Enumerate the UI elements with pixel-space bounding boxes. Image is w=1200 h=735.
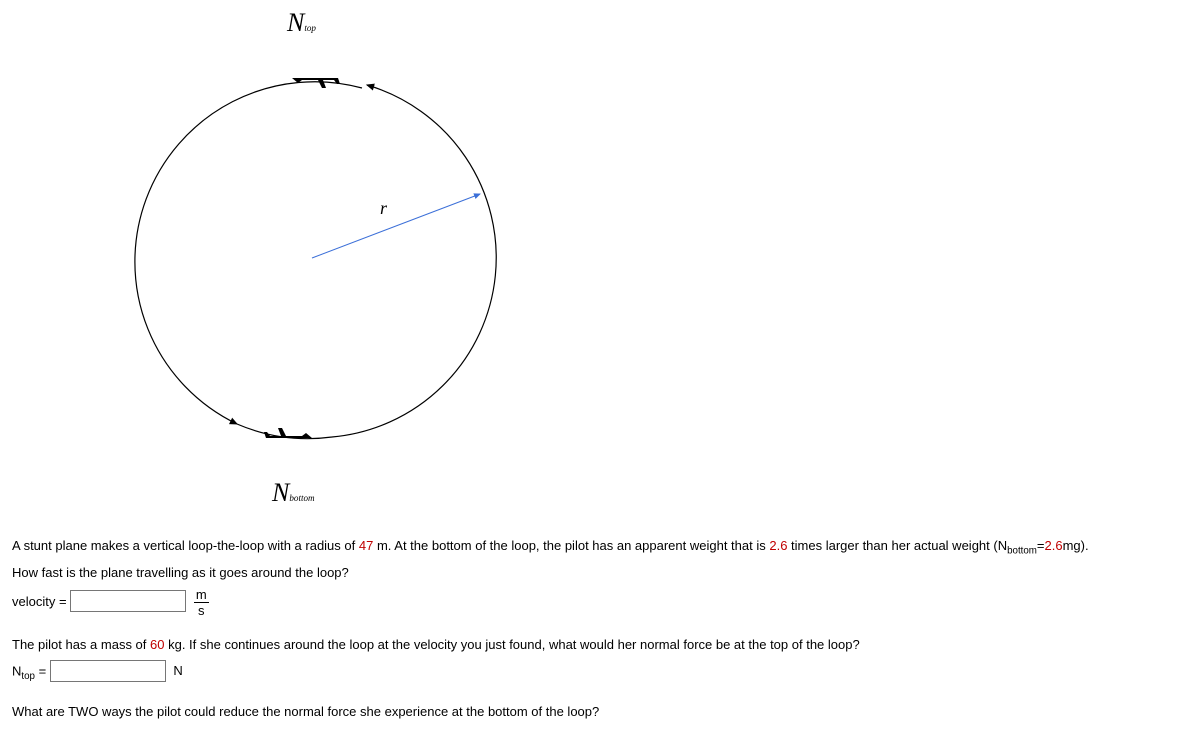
n-bottom-label: Nbottom xyxy=(272,478,315,508)
ntop-answer-line: Ntop = N xyxy=(12,660,1188,685)
question-paragraph-2: How fast is the plane travelling as it g… xyxy=(12,563,1188,584)
velocity-input[interactable] xyxy=(70,590,186,612)
velocity-answer-line: velocity = m s xyxy=(12,588,1188,617)
question-block: A stunt plane makes a vertical loop-the-… xyxy=(12,536,1188,723)
question-paragraph-4: What are TWO ways the pilot could reduce… xyxy=(12,702,1188,723)
n-top-label: Ntop xyxy=(287,8,316,38)
radius-label: r xyxy=(380,198,387,219)
loop-diagram: Ntop r Nb xyxy=(12,8,512,528)
question-paragraph-3: The pilot has a mass of 60 kg. If she co… xyxy=(12,635,1188,656)
plane-bottom-icon xyxy=(264,428,312,438)
ntop-input[interactable] xyxy=(50,660,166,682)
loop-svg xyxy=(12,38,512,508)
question-paragraph-1: A stunt plane makes a vertical loop-the-… xyxy=(12,536,1188,559)
unit-m-per-s: m s xyxy=(194,588,209,617)
